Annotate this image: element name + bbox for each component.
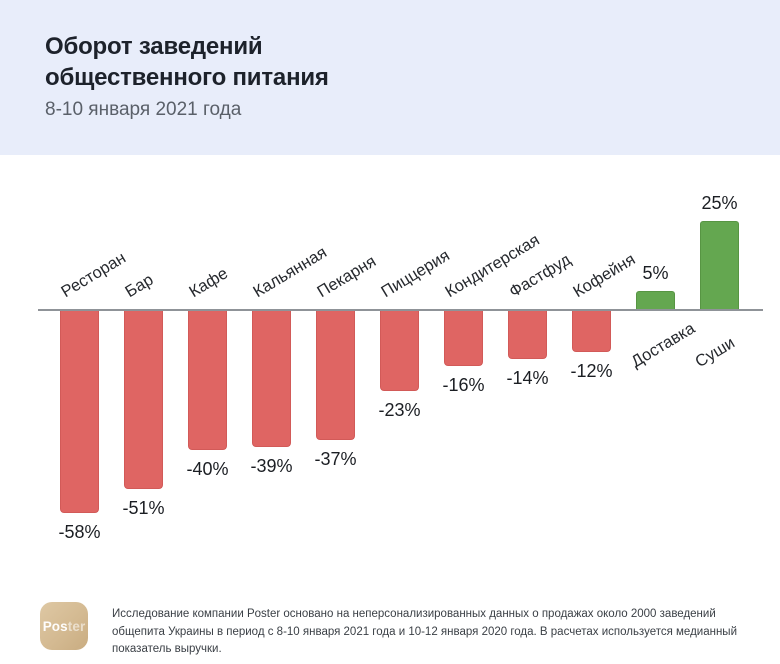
poster-logo-text-strong: Pos bbox=[42, 618, 68, 634]
page-title: Оборот заведений общественного питания bbox=[45, 31, 329, 93]
header-banner: Оборот заведений общественного питания 8-… bbox=[0, 0, 780, 155]
bar bbox=[188, 310, 227, 450]
bar bbox=[252, 310, 291, 447]
bar-value-label: -12% bbox=[570, 361, 613, 381]
bar bbox=[316, 310, 355, 440]
bar bbox=[572, 310, 611, 352]
bar-value-label: -37% bbox=[314, 449, 357, 469]
bar-value-label: -40% bbox=[186, 459, 229, 479]
bar bbox=[380, 310, 419, 391]
bar-category-label: Ресторан bbox=[58, 248, 129, 302]
poster-logo: Pos ter bbox=[40, 602, 88, 650]
bar-value-label: -51% bbox=[122, 498, 165, 518]
x-axis-line bbox=[38, 309, 763, 311]
poster-logo-text-light: ter bbox=[67, 618, 86, 634]
bar-value-label: -23% bbox=[378, 400, 421, 420]
bar bbox=[508, 310, 547, 359]
bar-category-label: Суши bbox=[692, 333, 739, 372]
bar-category-label: Кафе bbox=[186, 264, 232, 302]
footer: Pos ter Исследование компании Poster осно… bbox=[0, 596, 780, 664]
page-title-line2: общественного питания bbox=[45, 64, 329, 91]
bar-chart: Ресторан -58% Бар -51% Кафе -40% Кальянная -39%… bbox=[0, 155, 780, 600]
bar-value-label: 25% bbox=[701, 193, 738, 213]
bar-value-label: -14% bbox=[506, 368, 549, 388]
bar bbox=[60, 310, 99, 513]
bar-value-label: -39% bbox=[250, 456, 293, 476]
page-subtitle: 8-10 января 2021 года bbox=[45, 99, 242, 120]
bar-value-label: -16% bbox=[442, 375, 485, 395]
bar-value-label: -58% bbox=[58, 522, 101, 542]
bar bbox=[636, 291, 675, 309]
page-title-line1: Оборот заведений bbox=[45, 33, 263, 60]
footnote-text: Исследование компании Poster основано на… bbox=[112, 608, 737, 655]
bar-category-label: Бар bbox=[122, 270, 157, 302]
bar bbox=[124, 310, 163, 489]
bar bbox=[444, 310, 483, 366]
bar-category-label: Пиццерия bbox=[378, 246, 453, 302]
bar bbox=[700, 221, 739, 309]
bar-category-label: Доставка bbox=[628, 319, 699, 372]
bar-value-label: 5% bbox=[642, 263, 669, 283]
